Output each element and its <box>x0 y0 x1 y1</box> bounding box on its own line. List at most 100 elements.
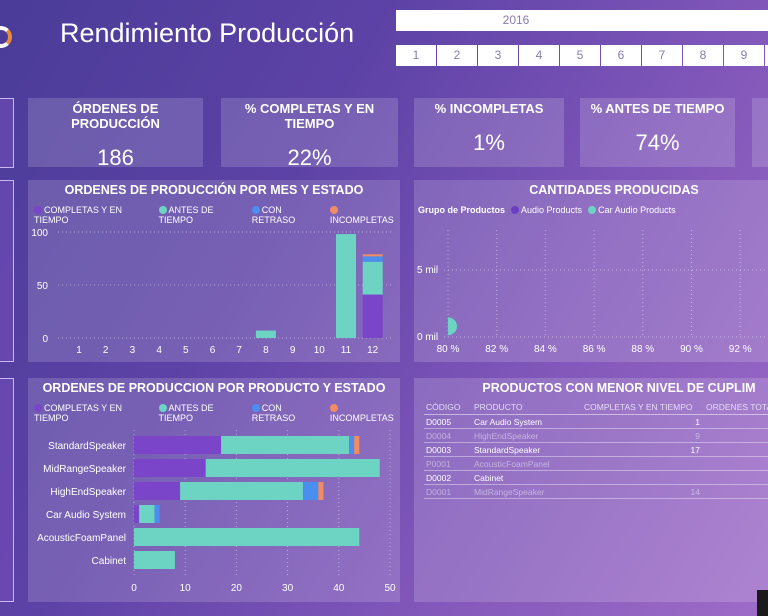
legend-item[interactable]: INCOMPLETAS <box>329 403 400 423</box>
x-tick-label: 12 <box>367 345 379 356</box>
x-tick-label: 10 <box>314 345 326 356</box>
table-row[interactable]: D0002 Cabinet <box>424 470 768 485</box>
y-tick-label: HighEndSpeaker <box>50 487 126 498</box>
legend-item[interactable]: INCOMPLETAS <box>329 205 400 225</box>
kpi-value: 1% <box>473 130 505 155</box>
x-tick-label: 50 <box>384 583 396 594</box>
x-tick-label: 30 <box>282 583 294 594</box>
table-cell: MidRangeSpeaker <box>472 484 582 499</box>
legend-item[interactable]: ANTES DE TIEMPO <box>158 205 214 225</box>
y-tick-label: 0 <box>42 334 48 345</box>
table-cell: 9 <box>582 428 704 443</box>
legend-item[interactable]: Audio Products <box>511 205 582 215</box>
chart-title: ORDENES DE PRODUCCION POR PRODUCTO Y EST… <box>42 381 386 395</box>
table-cell: D0003 <box>424 442 472 457</box>
kpi-ordenes: ÓRDENES DE PRODUCCIÓN 186 <box>28 98 203 170</box>
side-panel <box>0 378 14 602</box>
table-cell: AcousticFoamPanel <box>472 456 582 471</box>
legend-item[interactable]: COMPLETAS Y EN TIEMPO <box>34 205 123 225</box>
company-logo <box>0 26 12 48</box>
table-row[interactable]: D0004 HighEndSpeaker 9 <box>424 428 768 443</box>
legend-item[interactable]: CON RETRASO <box>251 403 296 423</box>
x-tick-label: 8 <box>263 345 269 356</box>
data-point <box>448 317 457 336</box>
table-cell: HighEndSpeaker <box>472 428 582 443</box>
kpi-label: % COMPLETAS Y EN TIEMPO <box>244 101 375 131</box>
x-tick-label: 7 <box>236 345 242 356</box>
x-tick-label: 90 % <box>680 344 703 355</box>
month-slicer: 1 2 3 4 5 6 7 8 9 <box>396 45 768 66</box>
month-button[interactable]: 5 <box>560 45 600 66</box>
bar-segment <box>205 459 380 477</box>
x-tick-label: 5 <box>183 345 189 356</box>
table-cell <box>704 484 768 499</box>
col-header[interactable]: COMPLETAS Y EN TIEMPO <box>582 400 704 415</box>
x-tick-label: 80 % <box>437 344 460 355</box>
table-cell <box>704 414 768 429</box>
bar-segment <box>139 505 155 523</box>
y-tick-label: StandardSpeaker <box>48 441 127 452</box>
col-header[interactable]: ORDENES TOTA <box>704 400 768 415</box>
table-cell: 17 <box>582 442 704 457</box>
side-panel <box>0 98 14 168</box>
bar-segment <box>362 254 383 257</box>
y-tick-label: 5 mil <box>417 265 438 276</box>
chart-title: CANTIDADES PRODUCIDAS <box>529 183 699 197</box>
bar-segment <box>134 505 140 523</box>
chart-by-product: ORDENES DE PRODUCCION POR PRODUCTO Y EST… <box>28 378 400 602</box>
y-tick-label: MidRangeSpeaker <box>43 464 126 475</box>
kpi-extra <box>752 98 768 167</box>
month-button[interactable]: 8 <box>683 45 723 66</box>
table-row[interactable]: D0001 MidRangeSpeaker 14 <box>424 484 768 499</box>
x-tick-label: 88 % <box>631 344 654 355</box>
bar-segment <box>362 261 383 295</box>
legend-item[interactable]: CON RETRASO <box>251 205 296 225</box>
month-button[interactable]: 7 <box>642 45 682 66</box>
table-row[interactable]: D0005 Car Audio System 1 <box>424 414 768 429</box>
table-cell: Car Audio System <box>472 414 582 429</box>
x-tick-label: 2 <box>103 345 109 356</box>
bar-segment <box>336 234 356 338</box>
table-cell: D0002 <box>424 470 472 485</box>
y-tick-label: 100 <box>31 228 48 239</box>
month-button[interactable] <box>765 45 768 66</box>
legend: Grupo de Productos Audio Products Car Au… <box>418 205 768 215</box>
x-tick-label: 11 <box>341 345 352 356</box>
bar-segment <box>302 482 319 500</box>
month-button[interactable]: 9 <box>724 45 764 66</box>
year-slicer-2016[interactable]: 2016 <box>396 10 768 31</box>
month-button[interactable]: 6 <box>601 45 641 66</box>
table-row[interactable]: D0003 StandardSpeaker 17 <box>424 442 768 457</box>
col-header[interactable]: CÓDIGO <box>424 400 472 415</box>
bar-segment <box>349 436 355 454</box>
table-cell: StandardSpeaker <box>472 442 582 457</box>
y-tick-label: 50 <box>37 281 49 292</box>
month-button[interactable]: 3 <box>478 45 518 66</box>
bar-segment <box>255 330 276 338</box>
legend-item[interactable]: COMPLETAS Y EN TIEMPO <box>34 403 123 423</box>
legend: COMPLETAS Y EN TIEMPO ANTES DE TIEMPO CO… <box>34 403 400 423</box>
col-header[interactable]: PRODUCTO <box>472 400 582 415</box>
legend-item[interactable]: ANTES DE TIEMPO <box>158 403 214 423</box>
chart-title: ORDENES DE PRODUCCIÓN POR MES Y ESTADO <box>64 183 364 197</box>
bar-segment <box>362 294 383 338</box>
chart-cantidades: CANTIDADES PRODUCIDAS Grupo de Productos… <box>414 180 768 362</box>
x-tick-label: 20 <box>231 583 243 594</box>
scatter-plot: 80 % 82 % 84 % 86 % 88 % 90 % 92 % 0 mil 5 mil <box>417 230 768 355</box>
table-cell: Cabinet <box>472 470 582 485</box>
x-tick-label: 86 % <box>583 344 606 355</box>
month-button[interactable]: 4 <box>519 45 559 66</box>
table-row[interactable]: P0001 AcousticFoamPanel <box>424 456 768 471</box>
page-title: Rendimiento Producción <box>60 18 355 48</box>
kpi-label: ÓRDENES DE PRODUCCIÓN <box>71 101 160 131</box>
bar-segment <box>221 436 350 454</box>
x-tick-label: 1 <box>76 345 82 356</box>
x-tick-label: 4 <box>156 345 162 356</box>
legend-item[interactable]: Car Audio Products <box>588 205 676 215</box>
kpi-label: % ANTES DE TIEMPO <box>590 101 725 116</box>
kpi-label: % INCOMPLETAS <box>434 101 544 116</box>
month-button[interactable]: 1 <box>396 45 436 66</box>
table-cell: 1 <box>582 414 704 429</box>
month-button[interactable]: 2 <box>437 45 477 66</box>
x-tick-label: 9 <box>290 345 296 356</box>
